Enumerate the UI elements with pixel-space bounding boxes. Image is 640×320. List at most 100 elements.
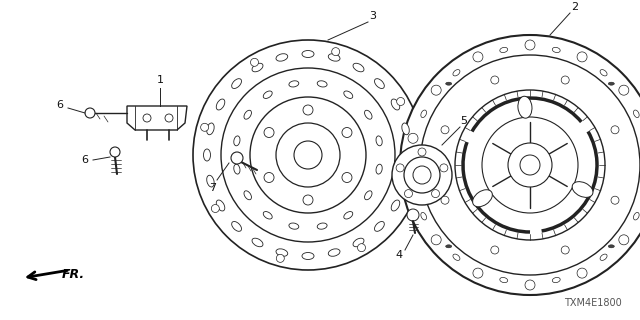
Ellipse shape [289,223,299,229]
Ellipse shape [276,249,288,256]
Ellipse shape [402,175,409,187]
Circle shape [440,164,448,172]
Circle shape [491,246,499,254]
Ellipse shape [472,190,492,207]
Text: 2: 2 [572,2,579,12]
Ellipse shape [207,123,214,135]
Circle shape [276,123,340,187]
Ellipse shape [608,245,614,248]
Ellipse shape [289,81,299,87]
Ellipse shape [207,175,214,187]
Circle shape [455,90,605,240]
Ellipse shape [552,277,560,283]
Circle shape [431,235,441,245]
Circle shape [413,166,431,184]
Circle shape [404,157,440,193]
Ellipse shape [353,238,364,247]
Circle shape [303,105,313,115]
Circle shape [342,172,352,182]
Circle shape [332,48,340,56]
Ellipse shape [328,54,340,61]
Ellipse shape [244,110,252,119]
Circle shape [407,209,419,221]
Text: 5: 5 [461,116,467,126]
Ellipse shape [317,223,327,229]
Circle shape [264,172,274,182]
Circle shape [397,98,404,106]
Ellipse shape [232,221,241,231]
Ellipse shape [500,47,508,52]
Text: 1: 1 [157,75,163,85]
Ellipse shape [344,212,353,219]
Circle shape [408,133,418,143]
Ellipse shape [402,123,409,135]
Ellipse shape [453,254,460,260]
Circle shape [250,97,366,213]
Circle shape [396,164,404,172]
Circle shape [441,126,449,134]
Circle shape [250,58,259,66]
Ellipse shape [263,91,272,99]
Circle shape [473,52,483,62]
Ellipse shape [421,212,426,220]
Circle shape [264,127,274,138]
Ellipse shape [374,79,385,89]
Text: 6: 6 [56,100,63,110]
Circle shape [221,68,395,242]
Circle shape [165,114,173,122]
Ellipse shape [410,161,415,169]
Circle shape [525,40,535,50]
Ellipse shape [572,182,593,197]
Text: 3: 3 [369,11,376,21]
Circle shape [431,190,440,198]
Text: FR.: FR. [62,268,85,282]
Ellipse shape [552,47,560,52]
Circle shape [342,127,352,138]
Circle shape [404,190,413,198]
Ellipse shape [365,110,372,119]
Ellipse shape [234,164,240,174]
Circle shape [407,179,415,187]
Ellipse shape [232,79,241,89]
Circle shape [110,147,120,157]
Ellipse shape [302,51,314,58]
Circle shape [303,195,313,205]
Ellipse shape [600,69,607,76]
Ellipse shape [500,277,508,283]
Ellipse shape [252,63,263,72]
Ellipse shape [391,99,400,110]
Circle shape [418,148,426,156]
Ellipse shape [634,212,639,220]
Ellipse shape [634,110,639,117]
Circle shape [561,246,569,254]
Ellipse shape [374,221,385,231]
Circle shape [561,76,569,84]
Circle shape [441,196,449,204]
Circle shape [358,244,365,252]
Ellipse shape [344,91,353,99]
Polygon shape [127,106,187,130]
Circle shape [619,85,629,95]
Ellipse shape [328,249,340,256]
Ellipse shape [302,252,314,260]
Ellipse shape [376,136,382,146]
Circle shape [211,204,220,212]
Ellipse shape [234,136,240,146]
Circle shape [408,187,418,197]
Ellipse shape [421,110,426,117]
Ellipse shape [276,54,288,61]
Circle shape [525,280,535,290]
Ellipse shape [317,81,327,87]
Circle shape [611,196,619,204]
Ellipse shape [365,191,372,200]
Circle shape [431,85,441,95]
Text: 7: 7 [209,183,216,193]
Ellipse shape [353,63,364,72]
Ellipse shape [216,99,225,110]
Ellipse shape [518,96,532,118]
Circle shape [420,55,640,275]
Text: TXM4E1800: TXM4E1800 [564,298,622,308]
Circle shape [201,123,209,131]
Ellipse shape [600,254,607,260]
Ellipse shape [252,238,263,247]
